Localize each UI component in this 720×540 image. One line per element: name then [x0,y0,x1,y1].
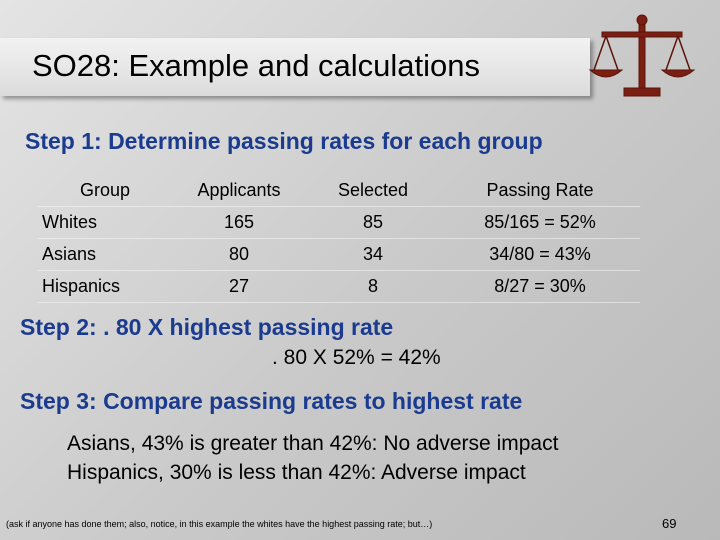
step3-line: Hispanics, 30% is less than 42%: Adverse… [67,461,526,484]
cell: 34/80 = 43% [440,238,640,271]
cell: 85/165 = 52% [440,206,640,239]
cell: 80 [172,238,306,271]
cell: 34 [306,238,440,271]
title: SO28: Example and calculations [32,48,481,83]
column-header: Selected [306,175,440,207]
step3-line: Asians, 43% is greater than 42%: No adve… [67,432,559,455]
table-row: Asians 80 34 34/80 = 43% [38,238,640,271]
scales-icon [588,14,696,97]
rates-table: Group Applicants Selected Passing Rate W… [38,175,640,303]
table-header: Group Applicants Selected Passing Rate [38,175,640,207]
cell: Whites [38,206,172,239]
step2-heading: Step 2: . 80 X highest passing rate [20,314,394,340]
table-row: Hispanics 27 8 8/27 = 30% [38,270,640,303]
cell: Hispanics [38,270,172,303]
cell: 8 [306,270,440,303]
step1-heading: Step 1: Determine passing rates for each… [25,128,543,154]
cell: Asians [38,238,172,271]
table-row: Whites 165 85 85/165 = 52% [38,206,640,239]
page-number: 69 [662,516,677,531]
column-header: Passing Rate [440,175,640,207]
cell: 8/27 = 30% [440,270,640,303]
title-bar [0,38,590,96]
step2-calculation: . 80 X 52% = 42% [272,346,441,369]
step3-heading: Step 3: Compare passing rates to highest… [20,388,523,414]
cell: 85 [306,206,440,239]
column-header: Group [38,175,172,207]
footer-note: (ask if anyone has done them; also, noti… [6,519,433,529]
column-header: Applicants [172,175,306,207]
cell: 27 [172,270,306,303]
cell: 165 [172,206,306,239]
